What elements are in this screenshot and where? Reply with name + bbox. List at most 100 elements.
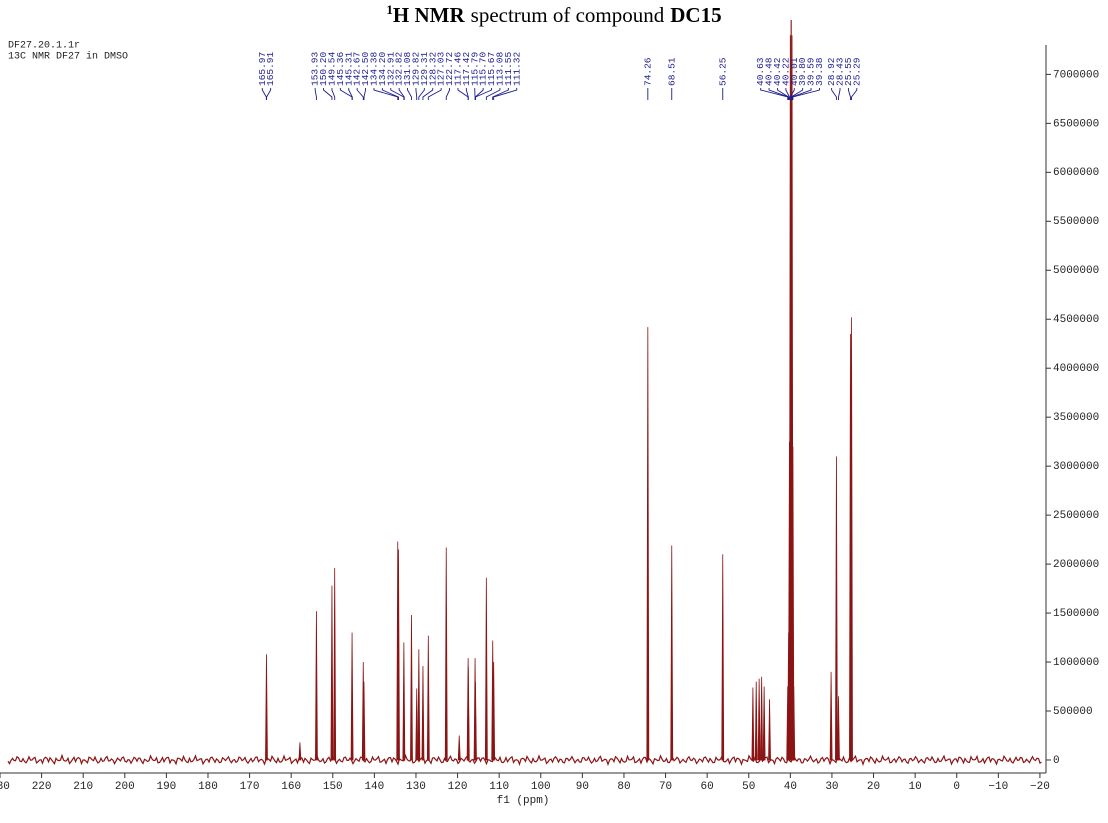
peak xyxy=(330,585,334,761)
peak-label: 111.55 xyxy=(503,51,514,86)
peak-label: 129.82 xyxy=(410,51,421,86)
peak-leader xyxy=(415,88,418,100)
peak-leader xyxy=(777,88,790,100)
peak-leader xyxy=(831,88,837,100)
peak-label: 39.38 xyxy=(814,57,825,86)
x-tick-label: −10 xyxy=(988,781,1008,793)
peak-leader xyxy=(363,88,367,100)
peak-leader xyxy=(422,88,434,100)
peak-label: 56.25 xyxy=(717,57,728,86)
peak-label: 153.93 xyxy=(310,51,321,86)
x-tick-label: 10 xyxy=(909,781,922,793)
x-tick-label: 160 xyxy=(281,781,301,793)
x-tick-label: 50 xyxy=(742,781,755,793)
peak-label: 165.91 xyxy=(265,51,276,86)
x-tick-label: 170 xyxy=(240,781,260,793)
header-text: DF27.20.1.1r xyxy=(8,41,80,52)
peak-leader xyxy=(331,88,336,100)
x-tick-label: 220 xyxy=(32,781,52,793)
peak-label: 132.91 xyxy=(385,51,396,86)
peak-label: 68.51 xyxy=(666,57,677,86)
peak xyxy=(397,549,400,761)
peak-leader xyxy=(791,88,812,100)
peak xyxy=(265,654,268,761)
peak-leader xyxy=(407,88,412,100)
y-tick-label: 4500000 xyxy=(1053,314,1099,326)
title-part: H NMR xyxy=(393,3,466,27)
x-tick-label: 60 xyxy=(701,781,714,793)
peak-leader xyxy=(314,88,317,100)
x-axis-label: f1 (ppm) xyxy=(497,795,550,807)
peak-label: 115.70 xyxy=(478,51,489,86)
peak xyxy=(646,327,650,761)
peak-leader xyxy=(492,88,509,100)
peak xyxy=(421,665,425,761)
spectrum xyxy=(7,20,1042,767)
peak-label: 149.54 xyxy=(326,51,337,86)
x-tick-label: 20 xyxy=(867,781,880,793)
peak xyxy=(829,671,833,761)
y-tick-label: 5000000 xyxy=(1053,265,1099,277)
peak-label: 40.63 xyxy=(755,57,766,86)
peak-label: 131.08 xyxy=(402,51,413,86)
peak-leader xyxy=(261,88,267,100)
y-tick-label: 6000000 xyxy=(1053,167,1099,179)
peak-leader xyxy=(398,88,405,100)
x-tick-label: 70 xyxy=(659,781,672,793)
peak-leader xyxy=(427,88,442,100)
peak-leader xyxy=(475,88,493,100)
title-part: spectrum of compound xyxy=(471,3,665,27)
header-text: 13C NMR DF27 in DMSO xyxy=(8,51,128,63)
peak-label: 128.32 xyxy=(427,51,438,86)
peak-label: 40.48 xyxy=(764,57,775,86)
peak xyxy=(457,735,461,761)
peak xyxy=(754,681,758,761)
peak xyxy=(410,615,413,761)
x-tick-label: 30 xyxy=(825,781,838,793)
peak xyxy=(835,456,838,761)
peak-label: 28.43 xyxy=(835,57,846,86)
y-tick-label: 500000 xyxy=(1053,706,1093,718)
peak xyxy=(837,696,840,761)
peak-label: 142.67 xyxy=(352,52,363,86)
peak xyxy=(850,317,853,761)
y-tick-label: 0 xyxy=(1053,755,1060,767)
peak-leader xyxy=(381,88,399,100)
peak-label: 74.26 xyxy=(642,57,653,86)
peak xyxy=(298,742,302,761)
peak-leader xyxy=(348,88,353,100)
peak xyxy=(402,642,406,761)
y-tick-label: 1500000 xyxy=(1053,608,1099,620)
peak-leader xyxy=(789,88,795,100)
peak xyxy=(350,632,354,761)
peak-label: 129.31 xyxy=(419,51,430,86)
peak-label: 127.03 xyxy=(436,51,447,86)
x-tick-label: 180 xyxy=(198,781,218,793)
peak-leader xyxy=(418,88,425,100)
title-part: DC15 xyxy=(670,3,721,27)
peak xyxy=(466,666,470,761)
peak-label: 25.29 xyxy=(851,57,862,86)
peak xyxy=(760,676,764,761)
peak-label: 117.46 xyxy=(452,51,463,86)
peak-leader xyxy=(373,88,399,100)
x-tick-label: 130 xyxy=(406,781,426,793)
y-tick-label: 3000000 xyxy=(1053,461,1099,473)
x-tick-label: 140 xyxy=(364,781,384,793)
peak-leader xyxy=(323,88,333,100)
peak-leader xyxy=(785,88,790,100)
y-tick-label: 2000000 xyxy=(1053,559,1099,571)
peak xyxy=(492,662,496,761)
y-tick-label: 7000000 xyxy=(1053,69,1099,81)
peak xyxy=(670,545,674,761)
peak-label: 39.80 xyxy=(797,57,808,86)
y-tick-label: 5500000 xyxy=(1053,216,1099,228)
peak-label: 142.50 xyxy=(360,51,371,86)
x-tick-label: 120 xyxy=(448,781,468,793)
peak-leader xyxy=(760,88,789,100)
peak-leader xyxy=(851,88,858,100)
x-tick-label: 40 xyxy=(784,781,797,793)
y-tick-label: 3500000 xyxy=(1053,412,1099,424)
x-tick-label: 200 xyxy=(115,781,135,793)
